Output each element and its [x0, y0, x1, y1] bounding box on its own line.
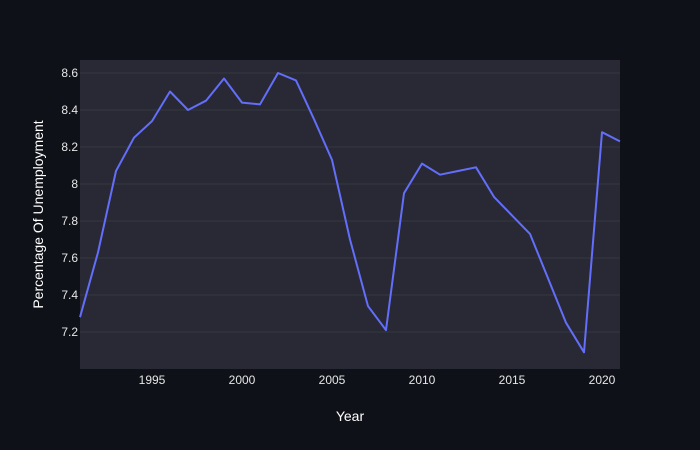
y-tick-label: 7.2: [61, 325, 78, 339]
x-axis-ticks: 1995 2000 2005 2010 2015 2020: [139, 373, 616, 387]
x-tick-label: 2000: [229, 373, 256, 387]
y-tick-label: 8.2: [61, 140, 78, 154]
y-tick-label: 7.4: [61, 288, 78, 302]
x-tick-label: 1995: [139, 373, 166, 387]
y-gridlines: [80, 72, 620, 333]
series-line: [79, 72, 621, 354]
y-tick-label: 7.6: [61, 251, 78, 265]
x-tick-label: 2015: [499, 373, 526, 387]
y-tick-label: 8.6: [61, 66, 78, 80]
x-tick-label: 2005: [319, 373, 346, 387]
series-group: [79, 72, 621, 354]
x-tick-label: 2010: [409, 373, 436, 387]
y-axis-title: Percentage Of Unemployment: [30, 120, 46, 308]
y-tick-label: 8: [71, 177, 78, 191]
x-tick-label: 2020: [589, 373, 616, 387]
plot-area: [80, 60, 620, 369]
y-tick-label: 7.8: [61, 214, 78, 228]
y-axis-ticks: 7.2 7.4 7.6 7.8 8 8.2 8.4 8.6: [61, 66, 78, 339]
y-tick-label: 8.4: [61, 103, 78, 117]
x-axis-title: Year: [336, 408, 365, 424]
